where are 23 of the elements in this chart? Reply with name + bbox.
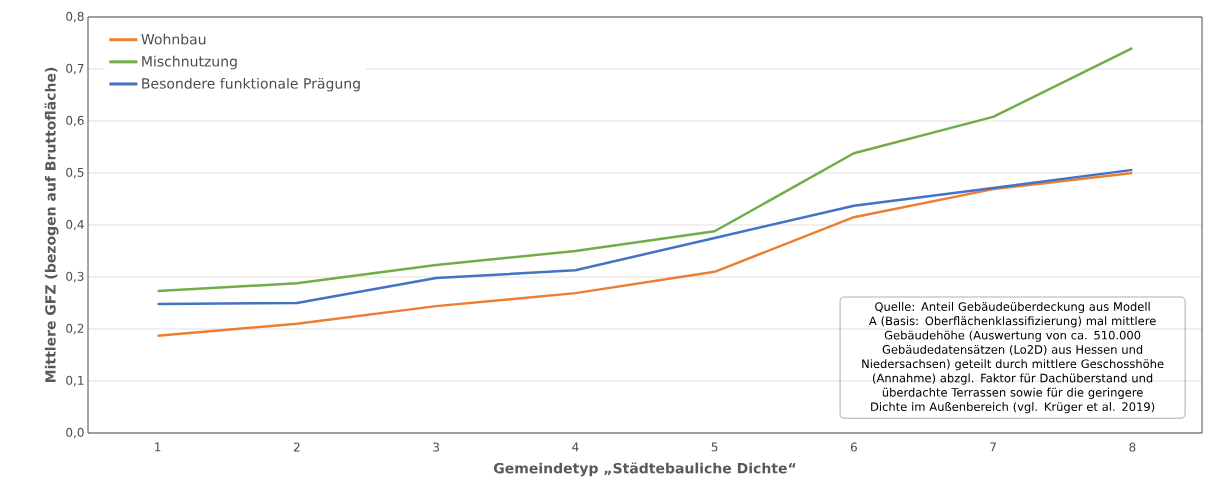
- x-tick-label: 2: [293, 442, 300, 452]
- y-tick-label: 0,4: [66, 219, 84, 231]
- legend-label: Besondere funktionale Prägung: [142, 77, 360, 92]
- x-tick-label: 5: [711, 442, 718, 452]
- y-tick-label: 0,5: [66, 167, 84, 179]
- legend-label: Mischnutzung: [142, 55, 237, 70]
- legend-label: Wohnbau: [141, 33, 206, 45]
- y-tick-label: 0,0: [66, 427, 84, 439]
- x-tick-label: 4: [572, 442, 579, 452]
- y-tick-label: 0,6: [66, 115, 84, 127]
- annotation: Quelle: Anteil Gebäudeüberdeckung aus Modell A (Basis: Oberflächenklassifizierung) mal mittlere Gebäudehöhe (Auswertung von ca. 510.000 Gebäudedatensätzen (Lo2D) aus Hessen und Niedersachsen) geteilt durch mittlere Geschosshöhe (Annahme) abzgl. Faktor für Dachüberstand und überdachte Terrassen sowie für die geringere Dichte im Außenbereich (vgl. Krüger et al. 2019): [862, 302, 1164, 414]
- y-tick-label: 0,1: [66, 375, 84, 387]
- x-tick-label: 8: [1129, 442, 1136, 452]
- x-tick-label: 7: [990, 442, 996, 452]
- y-tick-label: 0,7: [66, 63, 84, 75]
- x-tick-label: 1: [155, 442, 161, 452]
- x-tick-label: 6: [850, 442, 857, 452]
- y-tick-label: 0,2: [66, 323, 84, 335]
- y-axis-title: Mittlere GFZ (bezogen auf Bruttofläche): [44, 67, 59, 383]
- y-tick-label: 0,8: [66, 11, 84, 23]
- x-axis-title: Gemeindetyp „Städtebauliche Dichte“: [493, 462, 796, 477]
- y-tick-label: 0,3: [66, 271, 84, 283]
- x-tick-label: 3: [433, 442, 439, 452]
